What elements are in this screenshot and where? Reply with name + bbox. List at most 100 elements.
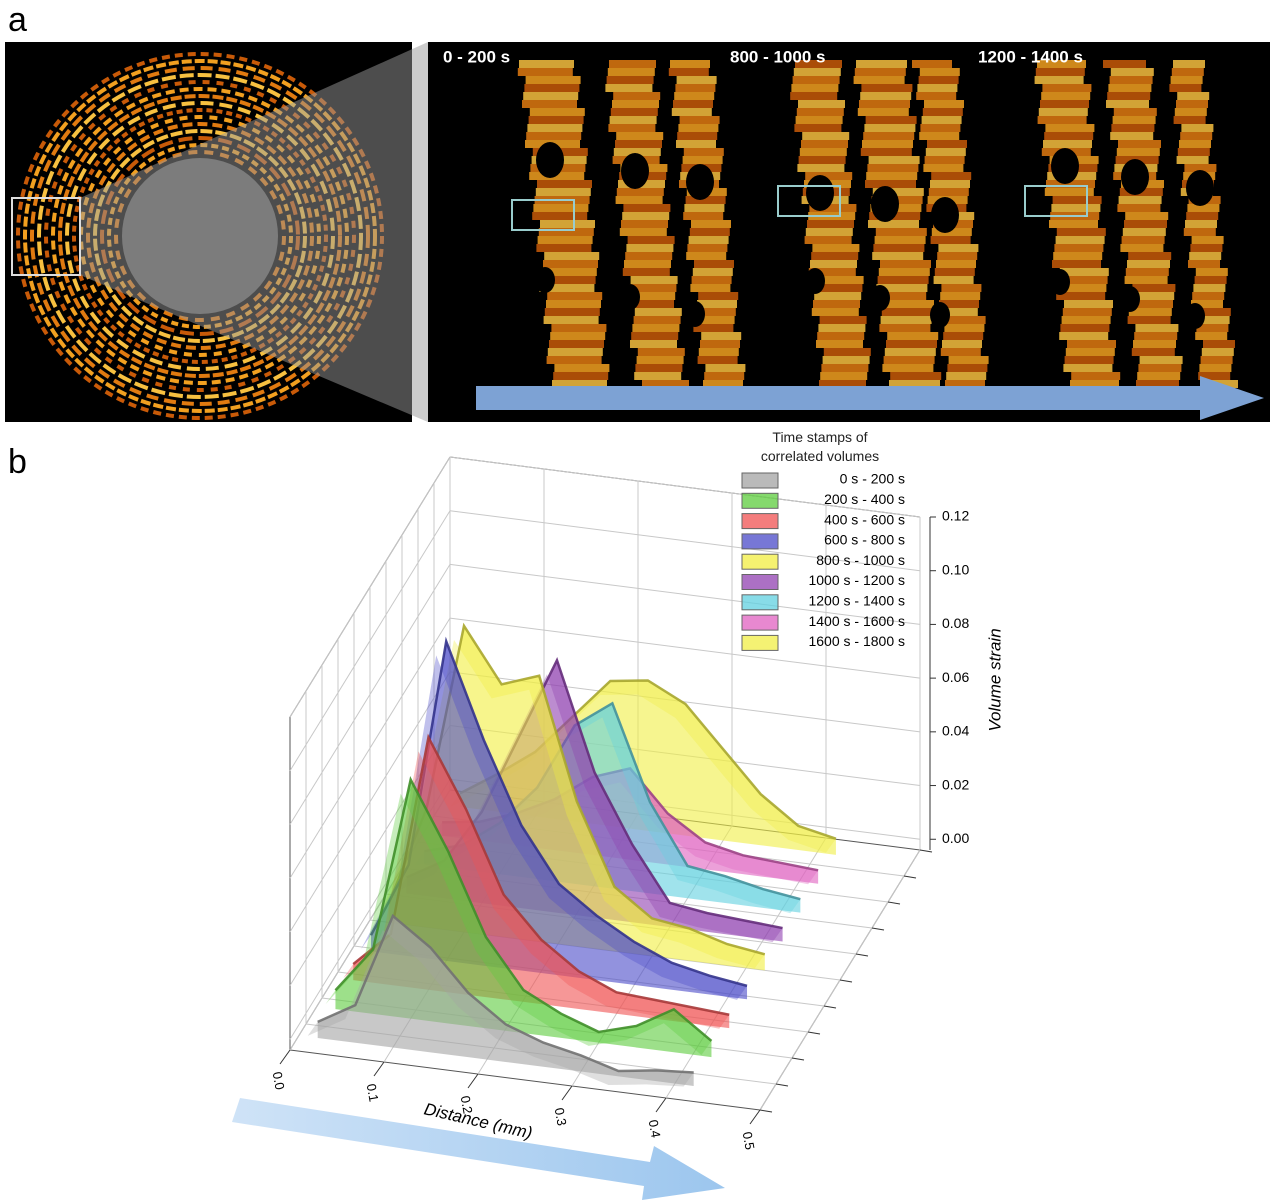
stripe-cell [1122, 236, 1165, 244]
stripe-cell [805, 236, 852, 244]
stripe-cell [1140, 356, 1183, 364]
stripe-hole [620, 284, 640, 310]
stripe-cell [882, 308, 933, 316]
stripe-cell [609, 60, 656, 68]
stripe-cell [635, 308, 682, 316]
stripe-cell [919, 132, 959, 140]
stripe-cell [698, 292, 738, 300]
stripe-cell [621, 220, 668, 228]
legend-swatch [742, 575, 778, 590]
stripe-cell [518, 68, 573, 76]
stripe-cell [1053, 196, 1102, 204]
stripe-cell [861, 84, 912, 92]
stripe-cell [868, 220, 919, 228]
stripe-cell [920, 68, 960, 76]
stripe-cell [1106, 100, 1149, 108]
stripe-hole [1121, 159, 1149, 195]
stripe-cell [628, 236, 675, 244]
stripe-cell [812, 244, 859, 252]
stripe-cell [856, 60, 907, 68]
stripe-cell [882, 364, 933, 372]
stripe-cell [705, 364, 745, 372]
depth-tick [792, 1058, 804, 1060]
legend-swatch [742, 514, 778, 529]
stripe-cell [635, 364, 682, 372]
stripe-cell [1049, 220, 1098, 228]
stripe-cell [1040, 100, 1089, 108]
stripe-cell [854, 76, 905, 84]
stripe-cell [547, 292, 602, 300]
stripe-cell [818, 324, 865, 332]
stripe-cell [802, 132, 849, 140]
stripe-cell [623, 204, 670, 212]
stripe-cell [677, 132, 717, 140]
stripe-cell [680, 116, 720, 124]
stripe-cell [1117, 148, 1160, 156]
stripe-cell [1060, 324, 1109, 332]
stripe-cell [1066, 348, 1115, 356]
stripe-cell [689, 236, 729, 244]
stripe-cell [540, 220, 595, 228]
stripe-cell [941, 284, 981, 292]
stripe-cell [880, 260, 931, 268]
x-tick [656, 1098, 666, 1112]
stripe-cell [1044, 132, 1093, 140]
stripe-hole [621, 153, 649, 189]
stripe-cell [866, 116, 917, 124]
stripe-cell [1071, 372, 1120, 380]
stripe-cell [1177, 156, 1209, 164]
y-tick-label: 0.02 [942, 776, 969, 792]
stripe-cell [937, 252, 977, 260]
stripe-cell [855, 68, 906, 76]
stripe-cell [683, 212, 723, 220]
legend-label: 1400 s - 1600 s [808, 613, 905, 629]
stripe-cell [538, 236, 593, 244]
stripe-cell [813, 300, 860, 308]
stripe-cell [887, 332, 938, 340]
stripe-cell [938, 244, 978, 252]
stripe-cell [690, 284, 730, 292]
stripe-cell [631, 332, 678, 340]
depth-tick [776, 1084, 788, 1086]
stripe-cell [920, 124, 960, 132]
legend-swatch [742, 595, 778, 610]
stripe-cell [1065, 356, 1114, 364]
stripe-cell [1137, 372, 1180, 380]
stripe-cell [881, 316, 932, 324]
legend-title: Time stamps of correlated volumes [745, 428, 895, 466]
stripe-cell [522, 100, 577, 108]
depth-tick [824, 1006, 836, 1008]
stripe-cell [821, 364, 868, 372]
stripe-cell [1184, 228, 1216, 236]
stripe-cell [1201, 356, 1233, 364]
stripe-cell [1038, 116, 1087, 124]
x-tick-label: 0.0 [270, 1071, 288, 1091]
stripe-cell [824, 348, 871, 356]
stripe-cell [699, 348, 739, 356]
stripe-cell [1193, 284, 1225, 292]
legend-label: 1000 s - 1200 s [808, 572, 905, 588]
stripe-cell [1178, 148, 1210, 156]
stripe-cell [1203, 340, 1235, 348]
x-tick [374, 1062, 384, 1076]
stripe-cell [865, 180, 916, 188]
stripe-cell [923, 164, 963, 172]
stripe-cell [1138, 364, 1181, 372]
frame-label: 1200 - 1400 s [978, 47, 1083, 66]
stripe-cell [800, 148, 847, 156]
stripe-cell [946, 372, 986, 380]
stripe-cell [927, 140, 967, 148]
stripe-cell [1171, 76, 1203, 84]
stripe-cell [1192, 236, 1224, 244]
grid-line [450, 457, 920, 517]
stripe-cell [547, 356, 602, 364]
stripe-cell [820, 316, 867, 324]
stripe-cell [1039, 108, 1088, 116]
stripe-cell [925, 156, 965, 164]
stripe-cell [675, 84, 715, 92]
y-axis-label: Volume strain [985, 628, 1004, 731]
stripe-cell [526, 132, 581, 140]
stripe-cell [617, 188, 664, 196]
stripe-cell [812, 308, 859, 316]
stripe-cell [814, 292, 861, 300]
